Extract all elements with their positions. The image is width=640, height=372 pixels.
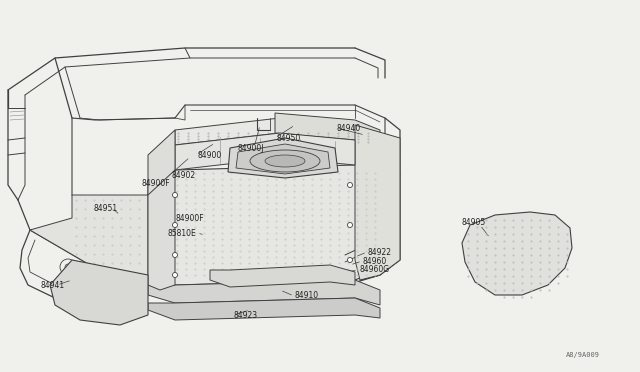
Text: 84900J: 84900J	[237, 144, 264, 153]
Circle shape	[173, 253, 177, 257]
Text: 84910: 84910	[295, 292, 319, 301]
Polygon shape	[148, 130, 175, 200]
Polygon shape	[30, 195, 148, 280]
Polygon shape	[175, 118, 380, 148]
Polygon shape	[236, 144, 330, 174]
Polygon shape	[175, 133, 355, 170]
Circle shape	[173, 273, 177, 278]
Text: 84951: 84951	[93, 203, 117, 212]
Polygon shape	[148, 170, 175, 290]
Text: 84923: 84923	[234, 311, 258, 320]
Polygon shape	[462, 212, 572, 295]
Text: 84900F: 84900F	[142, 179, 171, 187]
Text: 84960G: 84960G	[360, 266, 390, 275]
Ellipse shape	[250, 150, 320, 172]
Text: A8/9A009: A8/9A009	[566, 352, 600, 358]
Text: 84900: 84900	[197, 151, 221, 160]
Circle shape	[348, 222, 353, 228]
Circle shape	[348, 257, 353, 263]
Polygon shape	[355, 125, 400, 280]
Circle shape	[173, 192, 177, 198]
Circle shape	[348, 183, 353, 187]
Text: 84902: 84902	[172, 170, 196, 180]
Text: 84941: 84941	[40, 280, 64, 289]
Polygon shape	[148, 298, 380, 320]
Text: 84940: 84940	[337, 124, 361, 132]
Polygon shape	[148, 280, 380, 305]
Polygon shape	[148, 165, 380, 285]
Text: 84960: 84960	[363, 257, 387, 266]
Text: 84905: 84905	[462, 218, 486, 227]
Polygon shape	[228, 138, 338, 178]
Polygon shape	[210, 265, 355, 287]
Polygon shape	[50, 260, 148, 325]
Text: 84950: 84950	[277, 134, 301, 142]
Text: 84922: 84922	[368, 247, 392, 257]
Circle shape	[173, 222, 177, 228]
Ellipse shape	[265, 155, 305, 167]
Polygon shape	[275, 113, 380, 148]
Text: 85810E: 85810E	[168, 228, 196, 237]
Text: 84900F: 84900F	[175, 214, 204, 222]
